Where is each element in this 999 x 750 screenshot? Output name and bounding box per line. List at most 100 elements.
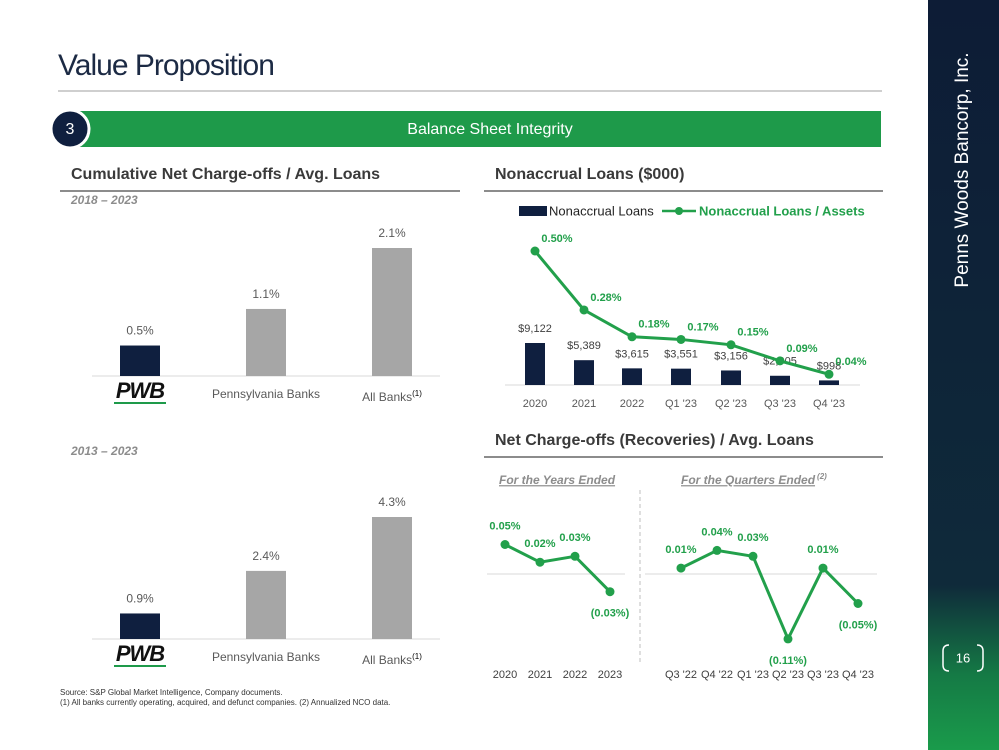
- bar: [721, 370, 741, 385]
- point: [783, 634, 793, 644]
- point: [853, 599, 863, 608]
- point: [818, 563, 828, 573]
- point: [530, 246, 540, 256]
- chart-subtitle: For the Years Ended: [499, 473, 616, 487]
- bar: [246, 308, 286, 376]
- footnote: Source: S&P Global Market Intelligence, …: [60, 688, 283, 697]
- x-tick-label: 2022: [563, 669, 587, 681]
- chart-title: Nonaccrual Loans ($000): [495, 166, 684, 183]
- x-tick-label: 2020: [523, 398, 547, 410]
- value-label: 0.17%: [687, 321, 718, 333]
- category-note: (1): [412, 652, 422, 661]
- x-tick-label: PWB: [116, 378, 165, 403]
- line: [680, 548, 860, 643]
- legend-label: Nonaccrual Loans: [549, 203, 654, 218]
- bar: [574, 360, 594, 385]
- page-bracket: [942, 644, 984, 672]
- section-bar: [75, 111, 881, 147]
- x-tick-label: 2021: [528, 669, 552, 681]
- x-tick-label: Q1 '23: [737, 669, 769, 681]
- value-label: 0.01%: [665, 544, 696, 556]
- value-label: 0.5%: [126, 324, 154, 338]
- x-tick-label-box: Pennsylvania Banks: [211, 387, 321, 401]
- x-tick-label: All Banks(1): [362, 652, 422, 667]
- value-label: $5,389: [567, 340, 601, 352]
- slide-title: Value Proposition: [58, 49, 274, 82]
- x-tick-label: 2023: [598, 669, 622, 681]
- x-tick-label-box: All Banks(1): [362, 652, 422, 667]
- value-label: (0.11%): [769, 655, 807, 667]
- value-label: 0.28%: [590, 292, 621, 304]
- section-badge: [49, 108, 91, 150]
- point: [500, 540, 510, 549]
- bar: [372, 517, 412, 639]
- value-label: (0.03%): [591, 608, 630, 620]
- value-label: 0.05%: [489, 520, 520, 532]
- bar: [622, 368, 642, 385]
- section-number: 3: [66, 121, 75, 138]
- x-tick-label: 2022: [620, 398, 644, 410]
- bar: [671, 368, 691, 385]
- line: [504, 543, 612, 593]
- value-label: $3,615: [615, 348, 649, 360]
- point: [627, 332, 637, 342]
- value-label: 0.02%: [524, 538, 555, 550]
- legend-label: Nonaccrual Loans / Assets: [699, 203, 865, 218]
- point: [570, 551, 580, 561]
- bar: [525, 343, 545, 385]
- point: [775, 356, 785, 366]
- point: [676, 334, 686, 344]
- value-label: 0.9%: [126, 592, 154, 606]
- point: [605, 587, 615, 597]
- point: [579, 305, 589, 315]
- value-label: 0.03%: [559, 532, 590, 544]
- category-note: (1): [412, 389, 422, 398]
- x-tick-label: Q3 '23: [807, 669, 839, 681]
- x-tick-label: 2020: [493, 669, 517, 681]
- x-tick-label: Q4 '23: [842, 669, 874, 681]
- value-label: 0.03%: [737, 532, 768, 544]
- value-label: $998: [817, 360, 841, 372]
- value-label: 0.04%: [835, 356, 866, 368]
- value-label: 0.01%: [807, 544, 838, 556]
- value-label: $3,551: [664, 349, 698, 361]
- value-label: 2.4%: [252, 549, 280, 563]
- value-label: 0.15%: [737, 327, 768, 339]
- value-label: $9,122: [518, 323, 552, 335]
- x-tick-label: Q4 '22: [701, 669, 733, 681]
- chart-title: Net Charge-offs (Recoveries) / Avg. Loan…: [495, 432, 814, 449]
- bar: [770, 375, 790, 385]
- bar: [120, 613, 160, 639]
- chart-subtitle: 2018 – 2023: [70, 193, 138, 207]
- chart-subtitle: For the Quarters Ended: [681, 473, 816, 487]
- chart-title: Cumulative Net Charge-offs / Avg. Loans: [71, 166, 380, 183]
- value-label: 1.1%: [252, 287, 280, 301]
- x-tick-label: Pennsylvania Banks: [211, 387, 321, 401]
- x-tick-label: Q4 '23: [813, 398, 845, 410]
- point: [676, 563, 686, 573]
- chart-subtitle: 2013 – 2023: [70, 444, 138, 458]
- bar: [120, 345, 160, 376]
- x-tick-label: Q2 '23: [715, 398, 747, 410]
- point: [824, 369, 834, 379]
- side-panel: [928, 0, 999, 750]
- x-tick-label: 2021: [572, 398, 596, 410]
- legend-dot: [675, 207, 683, 215]
- x-tick-label-box: All Banks(1): [362, 389, 422, 404]
- bar: [372, 248, 412, 376]
- value-label: 2.1%: [378, 226, 406, 240]
- legend-swatch: [519, 206, 547, 216]
- section-title: Balance Sheet Integrity: [407, 121, 572, 138]
- x-tick-label: All Banks(1): [362, 389, 422, 404]
- subtitle-note: (2): [817, 472, 827, 481]
- company-name: Penns Woods Bancorp, Inc.: [952, 52, 973, 287]
- page-number: 16: [956, 650, 970, 665]
- value-label: 0.04%: [701, 526, 732, 538]
- bar: [819, 380, 839, 385]
- value-label: $3,156: [714, 350, 748, 362]
- value-label: 0.09%: [786, 343, 817, 355]
- x-tick-label: Q3 '23: [764, 398, 796, 410]
- value-label: 0.50%: [541, 233, 572, 245]
- value-label: 0.18%: [638, 319, 669, 331]
